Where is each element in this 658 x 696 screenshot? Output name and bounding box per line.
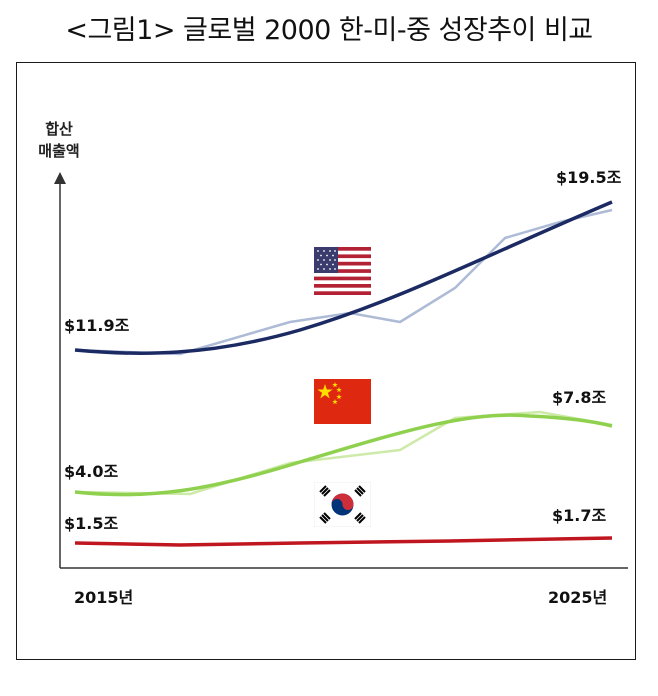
us-flag-icon — [314, 247, 371, 295]
chart-title: <그림1> 글로벌 2000 한-미-중 성장추이 비교 — [65, 15, 593, 46]
china-start-label: $4.0조 — [64, 462, 119, 481]
x-tick-end: 2025년 — [548, 588, 608, 607]
y-axis-label: 합산 매출액 — [26, 118, 92, 162]
korea-series-line — [74, 536, 613, 547]
korea-end-label: $1.7조 — [552, 506, 607, 525]
china-end-label: $7.8조 — [552, 388, 607, 407]
y-axis-label-line-2: 매출액 — [38, 142, 80, 160]
x-tick-start: 2015년 — [74, 588, 134, 607]
us-series-raw-line — [74, 208, 613, 356]
y-axis-label-line-1: 합산 — [45, 120, 73, 138]
china-series-line — [74, 413, 613, 497]
china-flag-icon — [314, 379, 371, 424]
us-series-line — [74, 200, 613, 356]
korea-start-label: $1.5조 — [64, 514, 119, 533]
us-end-label: $19.5조 — [556, 168, 622, 187]
us-start-label: $11.9조 — [64, 316, 130, 335]
korea-flag-icon — [314, 482, 371, 527]
china-series-raw-line — [74, 410, 613, 496]
chart-frame — [16, 62, 636, 660]
